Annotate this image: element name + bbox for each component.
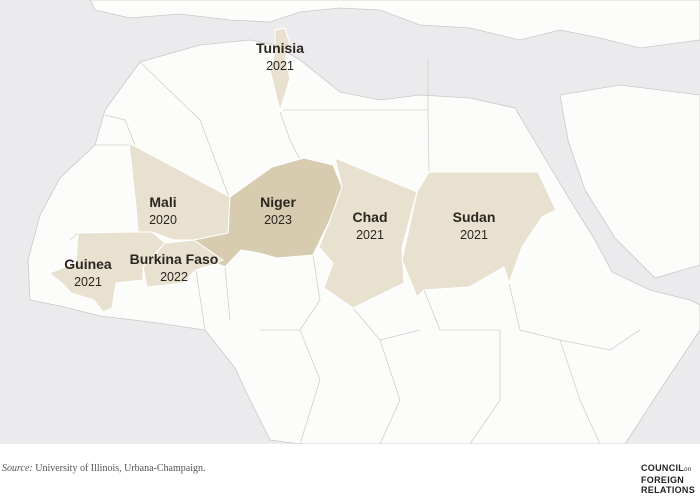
label-niger: Niger 2023 xyxy=(260,194,296,227)
coup-year: 2022 xyxy=(160,270,188,284)
coup-year: 2021 xyxy=(74,275,102,289)
coup-year: 2023 xyxy=(264,213,292,227)
label-guinea: Guinea 2021 xyxy=(64,256,111,289)
logo-on: on xyxy=(684,467,692,473)
label-burkina-faso: Burkina Faso 2022 xyxy=(130,251,219,284)
country-name: Guinea xyxy=(64,256,112,272)
country-tunisia[interactable] xyxy=(269,27,291,112)
logo-line: RELATIONS xyxy=(641,485,696,495)
country-name: Chad xyxy=(352,209,388,225)
country-name: Mali xyxy=(149,194,177,210)
country-name: Niger xyxy=(260,194,296,210)
highlighted-countries xyxy=(47,27,557,313)
label-sudan: Sudan 2021 xyxy=(453,209,496,242)
country-sudan[interactable] xyxy=(401,171,557,298)
coup-year: 2021 xyxy=(266,59,294,73)
europe xyxy=(89,0,700,49)
label-tunisia: Tunisia 2021 xyxy=(256,40,304,73)
map xyxy=(0,0,700,444)
source-label: Source: xyxy=(2,463,33,474)
country-name: Burkina Faso xyxy=(129,251,219,267)
logo-line: COUNCIL xyxy=(641,463,685,473)
cfr-logo: COUNCILon FOREIGN RELATIONS xyxy=(641,463,695,495)
coup-year: 2021 xyxy=(356,228,384,242)
source-note: Source: University of Illinois, Urbana-C… xyxy=(2,463,205,474)
country-chad[interactable] xyxy=(318,157,418,309)
source-text: University of Illinois, Urbana-Champaign… xyxy=(35,463,206,474)
country-guinea[interactable] xyxy=(47,231,166,313)
arabia xyxy=(559,84,700,279)
country-name: Sudan xyxy=(452,209,496,225)
logo-line: FOREIGN xyxy=(641,475,685,485)
country-name: Tunisia xyxy=(256,40,304,56)
coup-year: 2021 xyxy=(460,228,488,242)
label-chad: Chad 2021 xyxy=(353,209,388,242)
label-mali: Mali 2020 xyxy=(149,194,177,227)
borders xyxy=(69,60,641,444)
coup-year: 2020 xyxy=(149,213,177,227)
